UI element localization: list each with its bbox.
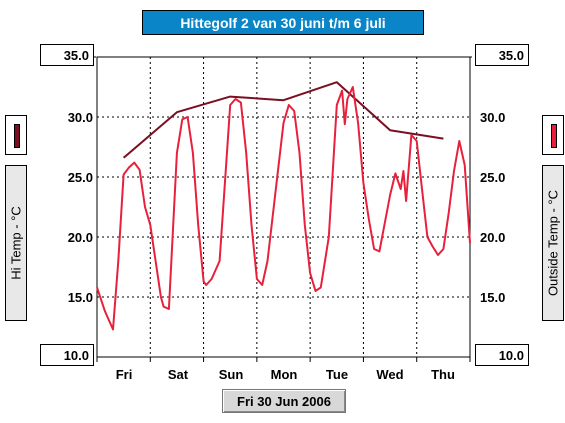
y-tick-right-35: 35.0: [475, 44, 529, 66]
chart-title: Hittegolf 2 van 30 juni t/m 6 juli: [142, 10, 424, 35]
y-tick-right-10: 10.0: [475, 344, 529, 366]
x-tick-mon: Mon: [270, 367, 298, 382]
x-tick-tue: Tue: [325, 367, 349, 382]
y-tick-left-15: 15.0: [68, 290, 93, 305]
y-tick-left-20: 20.0: [68, 230, 93, 245]
legend-hi-temp-swatch: [14, 124, 20, 148]
legend-outside-temp: [542, 115, 564, 155]
x-tick-thu: Thu: [431, 367, 455, 382]
legend-hi-temp: [5, 115, 27, 155]
y-tick-left-35: 35.0: [40, 44, 94, 66]
y-axis-label-right: Outside Temp - °C: [542, 165, 564, 321]
y-tick-right-20: 20.0: [480, 230, 505, 245]
y-tick-right-15: 15.0: [480, 290, 505, 305]
y-tick-left-25: 25.0: [68, 170, 93, 185]
y-tick-left-10: 10.0: [40, 344, 94, 366]
y-axis-label-left: Hi Temp - °C: [5, 165, 27, 321]
legend-outside-temp-swatch: [551, 124, 557, 148]
y-tick-right-30: 30.0: [480, 110, 505, 125]
x-tick-wed: Wed: [376, 367, 404, 382]
y-tick-right-25: 25.0: [480, 170, 505, 185]
x-tick-sun: Sun: [218, 367, 244, 382]
x-tick-fri: Fri: [115, 367, 133, 382]
x-tick-sat: Sat: [167, 367, 189, 382]
y-tick-left-30: 30.0: [68, 110, 93, 125]
date-button[interactable]: Fri 30 Jun 2006: [222, 389, 346, 413]
series-line-0: [122, 81, 444, 159]
plot-area: [96, 56, 471, 358]
series-line-1: [96, 86, 471, 331]
